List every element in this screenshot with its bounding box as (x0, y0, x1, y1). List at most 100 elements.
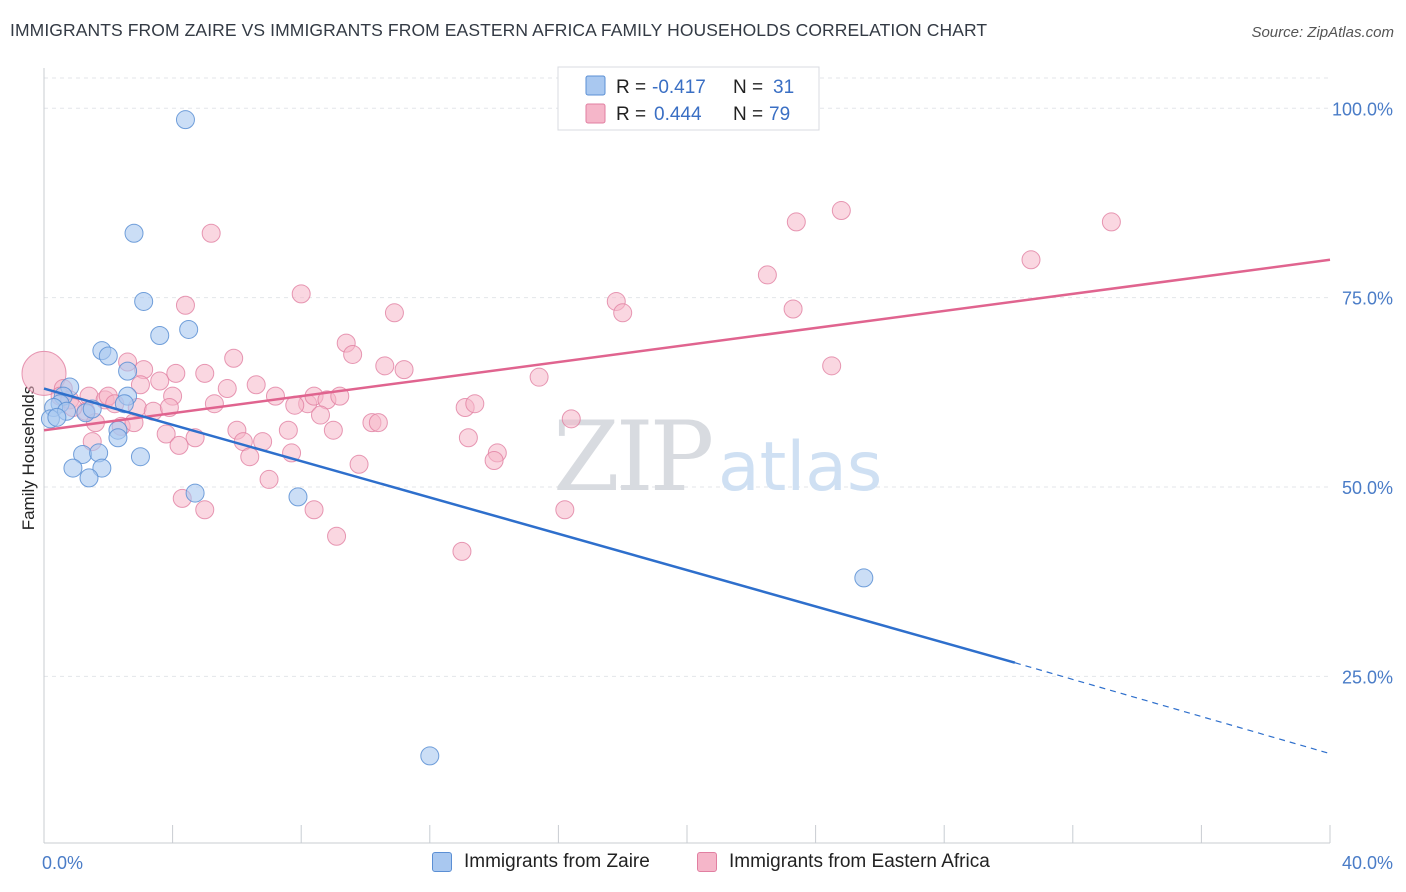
watermark-atlas: atlas (718, 428, 882, 507)
point-zaire-0 (175, 110, 195, 130)
legend-n-value-zaire: 31 (773, 77, 794, 98)
point-eafrica-58 (529, 367, 549, 387)
point-eafrica-47 (349, 454, 369, 474)
gridlines (44, 77, 1330, 677)
point-zaire-24 (63, 458, 83, 478)
series-legend-item-eafrica: Immigrants from Eastern Africa (697, 851, 990, 873)
point-eafrica-15 (150, 371, 170, 391)
watermark: ZIP atlas (553, 401, 882, 513)
point-eafrica-44 (375, 356, 395, 376)
point-eafrica-19 (201, 223, 221, 243)
point-zaire-2 (134, 291, 154, 311)
legend-r-label-zaire: R = (616, 77, 646, 98)
point-eafrica-12 (130, 375, 150, 395)
point-zaire-3 (150, 326, 170, 346)
point-zaire-7 (98, 346, 118, 366)
point-zaire-29 (854, 568, 874, 588)
point-eafrica-31 (278, 420, 298, 440)
y-axis-label: Family Households (19, 386, 38, 531)
point-eafrica-51 (195, 500, 215, 520)
chart-source: Source: ZipAtlas.com (1251, 24, 1394, 41)
point-zaire-5 (118, 361, 138, 381)
point-eafrica-65 (786, 212, 806, 232)
point-eafrica-20 (195, 363, 215, 383)
point-zaire-20 (108, 428, 128, 448)
point-eafrica-78 (310, 405, 330, 425)
legend-n-value-eafrica: 79 (769, 104, 790, 125)
point-eafrica-67 (822, 356, 842, 376)
point-zaire-25 (92, 458, 112, 478)
point-eafrica-43 (368, 413, 388, 433)
y-tick-label-1: 50.0% (1342, 478, 1393, 498)
legend-n-label-zaire: N = (733, 77, 763, 98)
point-eafrica-29 (240, 447, 260, 467)
series-legend: Immigrants from Zaire Immigrants from Ea… (0, 851, 1406, 879)
point-zaire-30 (420, 746, 440, 766)
point-eafrica-41 (343, 344, 363, 364)
point-zaire-23 (130, 447, 150, 467)
series-eastern-africa-points (21, 201, 1121, 561)
legend-swatch-eafrica (585, 103, 606, 124)
legend-swatch-zaire (585, 75, 606, 96)
legend-r-label-eafrica: R = (616, 104, 646, 125)
point-eafrica-62 (613, 303, 633, 323)
y-tick-label-3: 100.0% (1332, 99, 1393, 119)
point-zaire-28 (288, 487, 308, 507)
point-eafrica-59 (555, 500, 575, 520)
point-eafrica-40 (323, 420, 343, 440)
point-eafrica-68 (1021, 250, 1041, 270)
point-eafrica-21 (204, 394, 224, 414)
point-eafrica-48 (327, 526, 347, 546)
point-eafrica-45 (384, 303, 404, 323)
point-eafrica-46 (394, 360, 414, 380)
y-tick-label-2: 75.0% (1342, 289, 1393, 309)
series-legend-swatch-eafrica (697, 852, 717, 872)
point-eafrica-64 (783, 299, 803, 319)
series-zaire-points (40, 110, 874, 766)
point-eafrica-27 (156, 424, 176, 444)
y-tick-labels: 25.0% 50.0% 75.0% 100.0% (1332, 99, 1393, 687)
point-eafrica-17 (166, 363, 186, 383)
point-eafrica-22 (217, 379, 237, 399)
point-eafrica-56 (484, 451, 504, 470)
point-eafrica-49 (304, 500, 324, 520)
point-eafrica-28 (169, 435, 189, 455)
point-zaire-26 (79, 468, 99, 488)
point-eafrica-18 (175, 295, 195, 315)
point-eafrica-23 (224, 348, 244, 368)
point-eafrica-76 (246, 375, 266, 395)
x-tick-labels: 0.0% 40.0% (42, 853, 1393, 873)
point-zaire-18 (47, 407, 67, 427)
trend-line-eafrica (43, 258, 1331, 432)
series-legend-swatch-zaire (432, 852, 452, 872)
legend-r-value-zaire: -0.417 (652, 77, 706, 98)
series-legend-label-zaire: Immigrants from Zaire (464, 851, 650, 872)
stats-legend: R = -0.417 N = 31 R = 0.444 N = 79 (557, 66, 820, 131)
series-legend-item-zaire: Immigrants from Zaire (432, 851, 650, 873)
axes (43, 68, 1331, 844)
chart-title: IMMIGRANTS FROM ZAIRE VS IMMIGRANTS FROM… (10, 20, 988, 40)
x-tick-label-1: 40.0% (1342, 853, 1393, 873)
point-eafrica-60 (561, 409, 581, 429)
x-tick-label-0: 0.0% (42, 853, 83, 873)
y-tick-label-0: 25.0% (1342, 667, 1393, 687)
point-eafrica-69 (1101, 212, 1121, 232)
point-eafrica-63 (757, 265, 777, 285)
trend-lines (43, 258, 1331, 755)
point-zaire-27 (185, 483, 205, 503)
point-eafrica-38 (291, 284, 311, 304)
point-eafrica-53 (465, 394, 485, 414)
trend-line-zaire (43, 387, 1016, 664)
point-zaire-4 (179, 319, 199, 339)
point-eafrica-30 (265, 386, 285, 406)
point-zaire-1 (124, 223, 144, 243)
series-legend-label-eafrica: Immigrants from Eastern Africa (729, 851, 990, 872)
point-zaire-16 (114, 394, 134, 414)
legend-n-label-eafrica: N = (733, 104, 763, 125)
point-eafrica-66 (831, 201, 851, 221)
legend-r-value-eafrica: 0.444 (654, 104, 702, 125)
point-eafrica-33 (259, 469, 279, 489)
point-eafrica-54 (458, 428, 478, 448)
point-eafrica-57 (452, 541, 472, 561)
